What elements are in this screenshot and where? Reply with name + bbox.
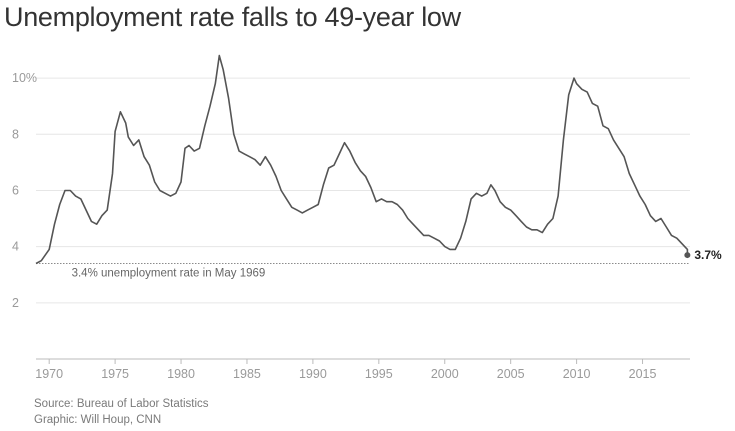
unemployment-series-line [35, 54, 689, 265]
x-tick-label: 2015 [629, 367, 657, 381]
x-tick-label: 2010 [563, 367, 591, 381]
reference-line-label: 3.4% unemployment rate in May 1969 [72, 267, 266, 279]
y-axis-ticks: 2 4 6 8 10% [12, 71, 37, 310]
y-tick-label: 10% [12, 71, 37, 85]
latest-value-marker [684, 252, 691, 259]
y-tick-label: 8 [12, 127, 19, 141]
x-tick-label: 1970 [35, 367, 63, 381]
x-tick-label: 1990 [299, 367, 327, 381]
source-note: Source: Bureau of Labor Statistics [34, 398, 209, 410]
x-tick-label: 1980 [167, 367, 195, 381]
y-tick-label: 6 [12, 183, 19, 197]
x-tick-label: 2000 [431, 367, 459, 381]
graphic-credit: Graphic: Will Houp, CNN [34, 414, 162, 426]
x-axis-ticks: 1970 1975 1980 1985 1990 1995 2000 2005 2010 2015 [35, 359, 656, 381]
chart-title: Unemployment rate falls to 49-year low [4, 2, 461, 32]
gridlines [36, 77, 690, 304]
y-tick-label: 4 [12, 240, 19, 254]
latest-value-label: 3.7% [694, 248, 722, 262]
y-tick-label: 2 [12, 296, 19, 310]
x-tick-label: 1975 [101, 367, 129, 381]
x-tick-label: 1985 [233, 367, 261, 381]
x-tick-label: 2005 [497, 367, 525, 381]
x-tick-label: 1995 [365, 367, 393, 381]
